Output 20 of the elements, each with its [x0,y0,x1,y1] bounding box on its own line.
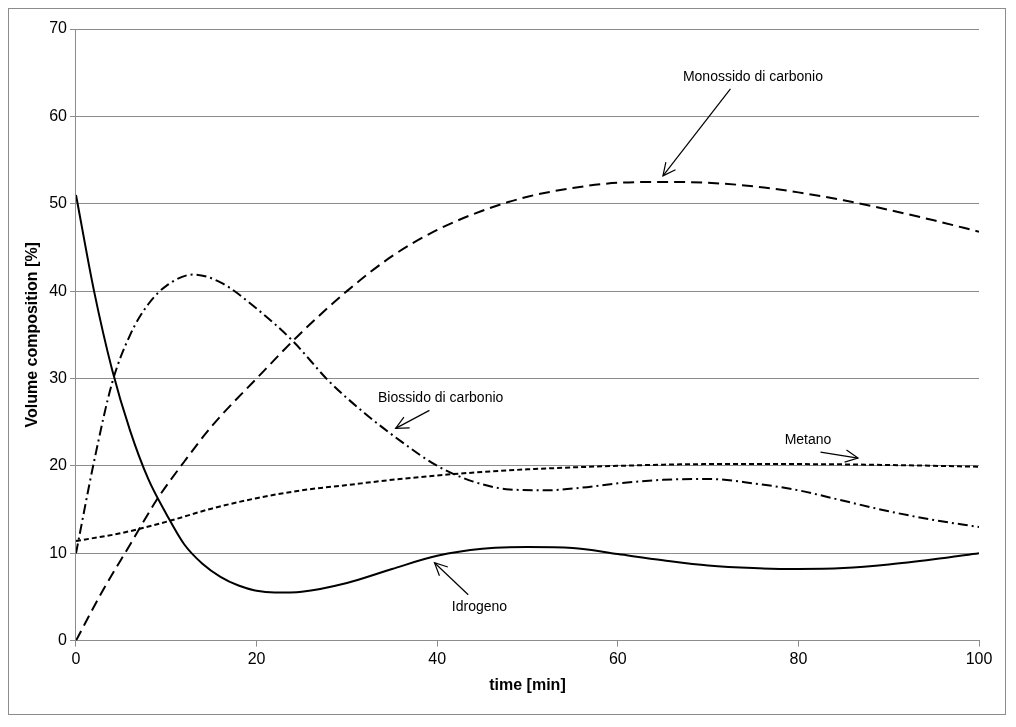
y-tick-label: 60 [49,106,68,124]
y-tick-label: 50 [49,194,68,212]
y-tick-label: 10 [49,543,68,561]
x-tick-label: 20 [247,649,266,667]
y-tick-label: 30 [49,368,68,386]
x-tick-label: 60 [608,649,627,667]
x-axis-title: time [min] [489,675,566,693]
annotation: Biossido di carbonio [378,389,504,406]
y-tick-label: 70 [49,19,68,37]
x-tick-label: 40 [428,649,447,667]
x-tick-label: 100 [965,649,993,667]
annotation: Idrogeno [451,597,508,614]
y-tick-label: 0 [58,631,68,649]
x-tick-label: 0 [71,649,81,667]
y-tick-label: 40 [49,281,68,299]
x-tick-label: 80 [789,649,808,667]
y-axis-title: Volume composition [%] [23,242,41,428]
annotation: Metano [784,430,832,447]
y-tick-label: 20 [49,456,68,474]
annotation: Monossido di carbonio [682,67,824,84]
